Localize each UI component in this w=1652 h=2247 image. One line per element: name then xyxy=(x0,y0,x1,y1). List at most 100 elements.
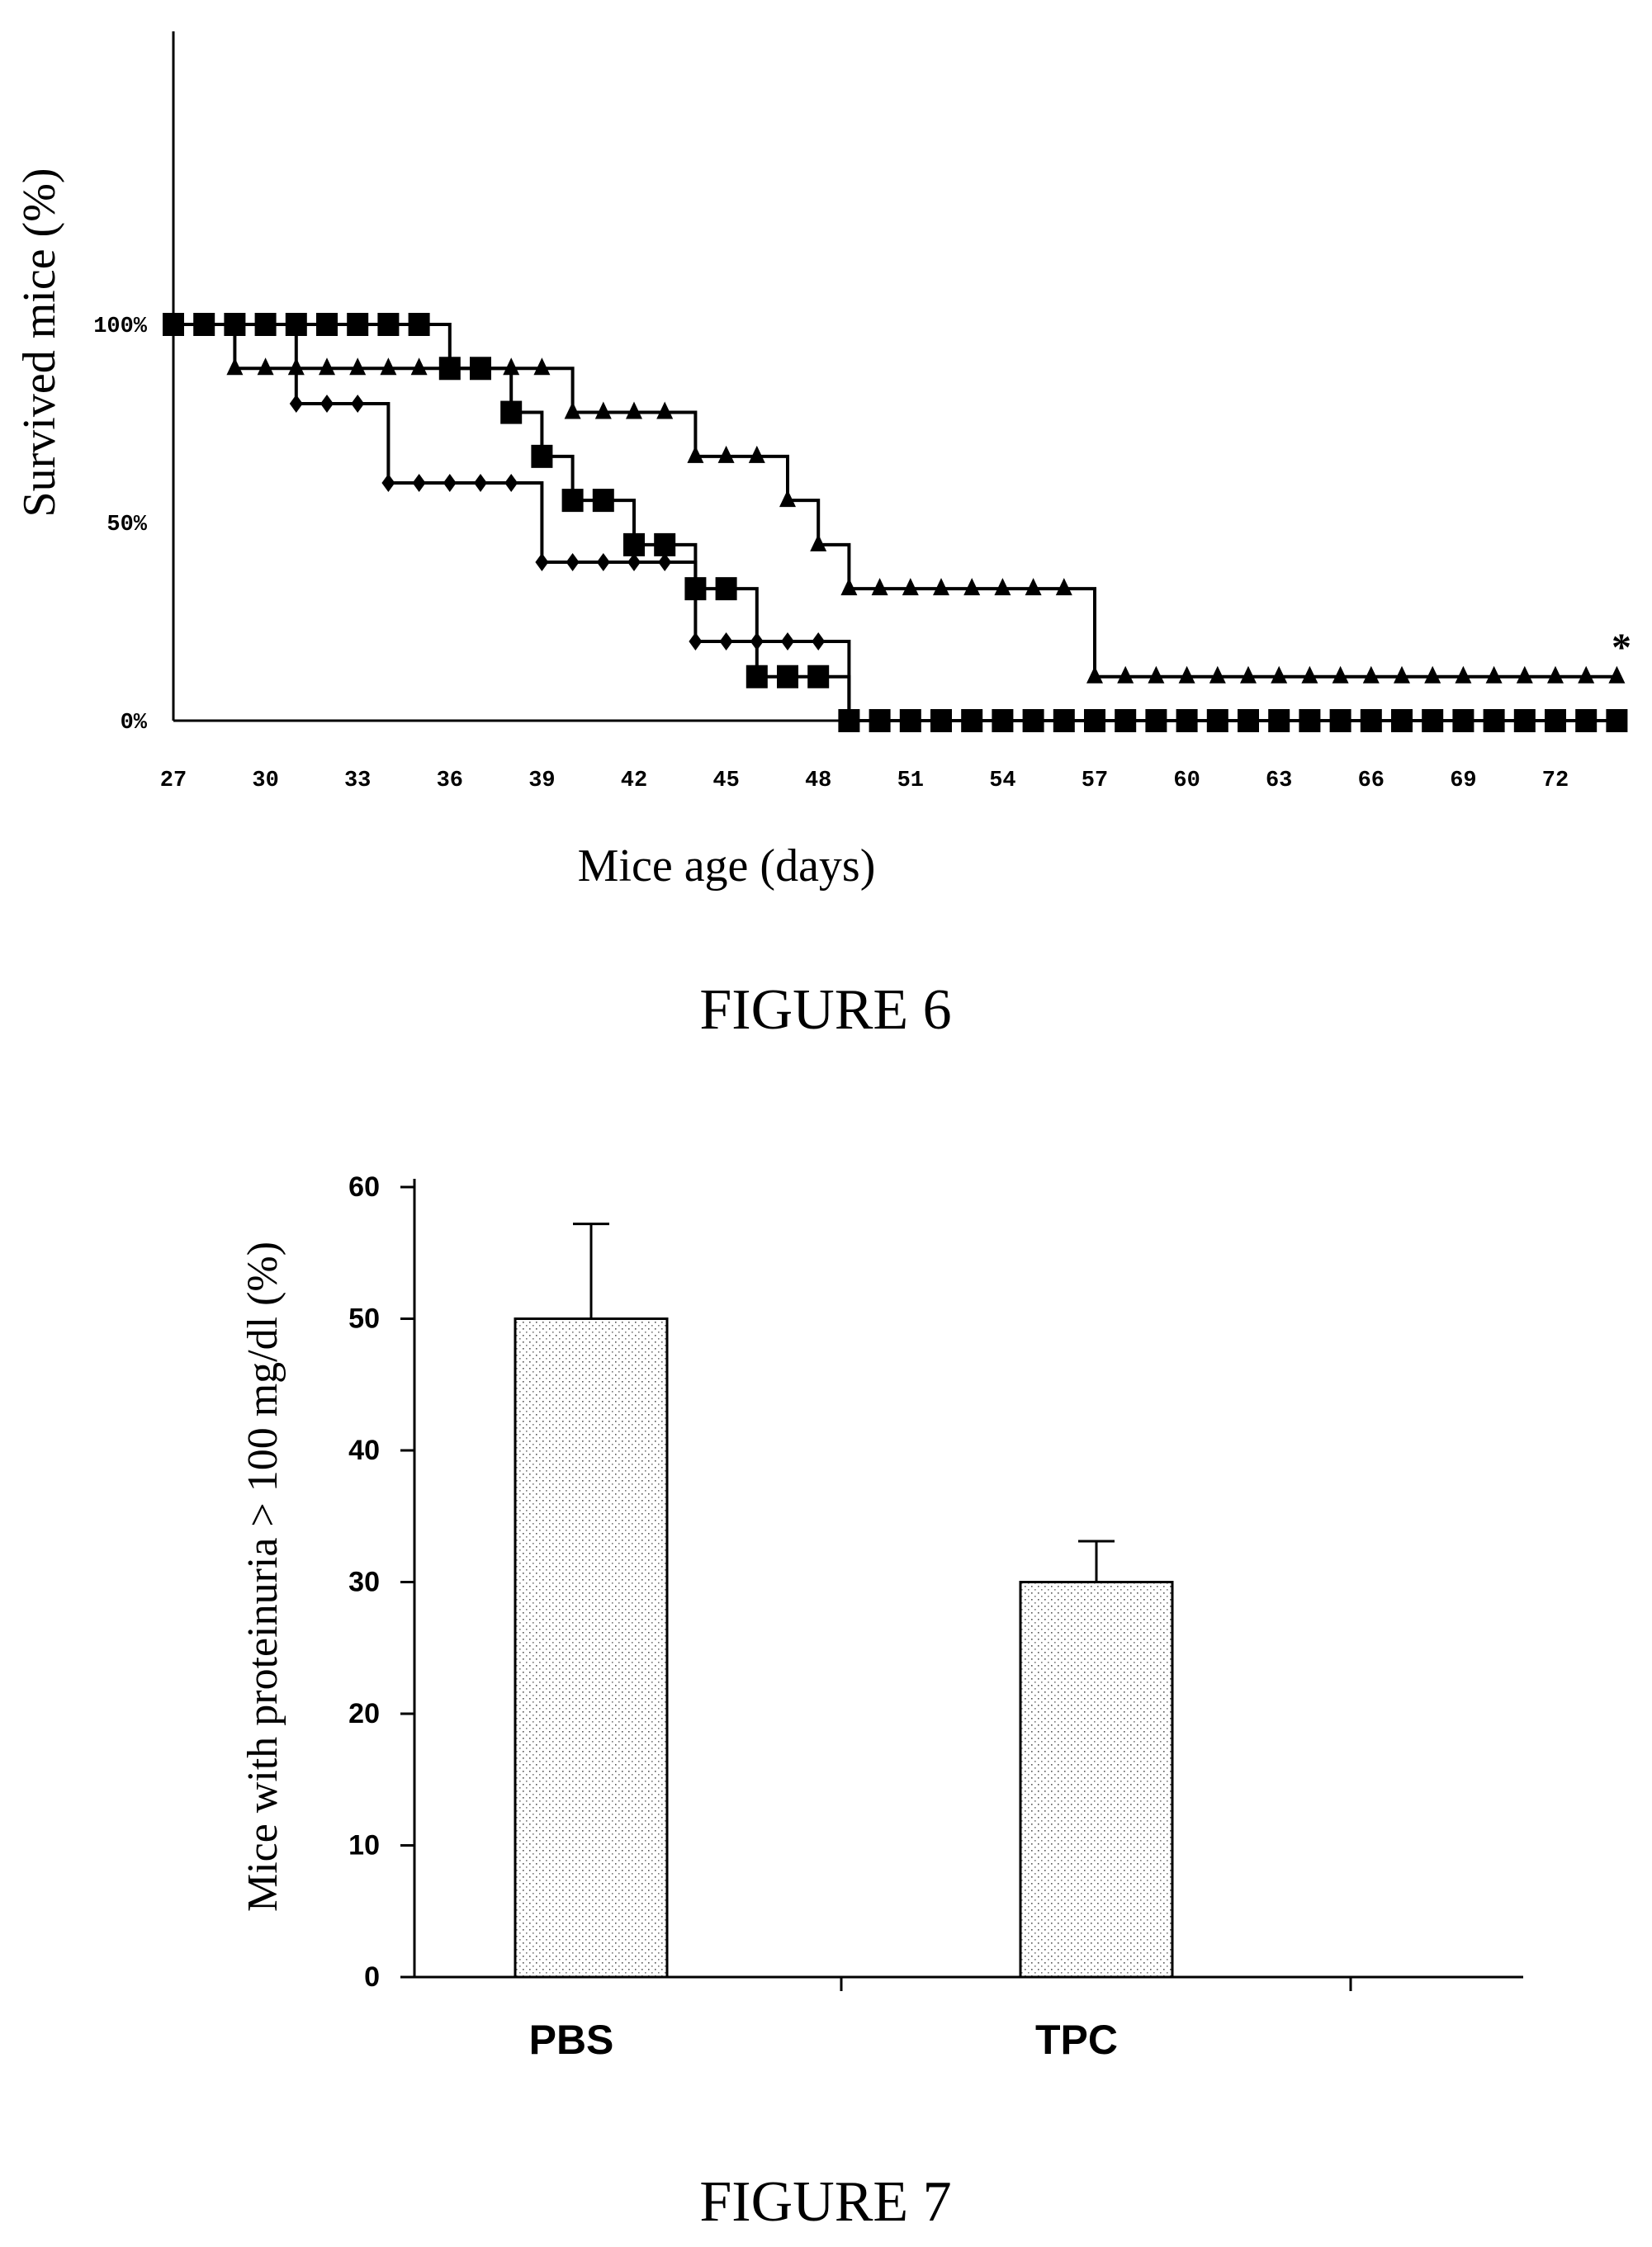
data-point-diamond xyxy=(474,474,487,492)
data-point-square xyxy=(838,709,860,732)
data-point-triangle xyxy=(810,533,827,551)
x-tick-labels: 27 30 33 36 39 42 45 48 51 54 57 60 63 66 69 72 xyxy=(160,769,1569,793)
data-point-square xyxy=(531,444,553,468)
significance-asterisk: * xyxy=(1612,626,1631,669)
data-point-triangle xyxy=(1086,665,1103,684)
data-point-diamond xyxy=(320,395,334,413)
data-point-triangle xyxy=(1424,665,1441,684)
data-point-square xyxy=(777,665,798,688)
survival-line xyxy=(173,323,1617,722)
data-point-triangle xyxy=(871,578,888,596)
x-tick-label: 63 xyxy=(1266,769,1292,793)
data-point-triangle xyxy=(963,578,981,596)
data-point-square xyxy=(1238,709,1259,732)
bar xyxy=(1019,1581,1174,1979)
bar-group-tpc: TPC xyxy=(1019,1540,1174,2063)
bars: PBS TPC xyxy=(514,1223,1174,2063)
x-tick-label: 33 xyxy=(344,769,371,793)
data-point-triangle xyxy=(779,490,796,508)
data-point-triangle xyxy=(1578,665,1595,684)
data-point-square xyxy=(930,709,952,732)
data-point-square xyxy=(1483,709,1505,732)
data-point-diamond xyxy=(289,395,303,413)
data-point-triangle xyxy=(1547,665,1564,684)
data-point-triangle xyxy=(1485,665,1503,684)
data-point-triangle xyxy=(441,357,458,376)
data-point-diamond xyxy=(812,632,826,650)
bar xyxy=(514,1317,669,1979)
data-point-triangle xyxy=(1362,665,1380,684)
y-tick-labels: 0% 50% 100% xyxy=(93,315,148,736)
data-point-square xyxy=(592,489,614,513)
data-point-square xyxy=(254,313,277,336)
data-point-triangle xyxy=(1055,578,1072,596)
y-tick-label: 50 xyxy=(348,1303,380,1335)
survival-chart: 0% 50% 100% 27 30 33 36 39 42 45 48 51 54 57 60 63 66 69… xyxy=(14,31,1631,892)
series-square xyxy=(163,313,1628,732)
survival-line xyxy=(173,323,1617,679)
data-point-triangle xyxy=(503,357,520,376)
x-tick-label: 57 xyxy=(1082,769,1108,793)
data-point-square xyxy=(869,709,891,732)
data-point-triangle xyxy=(933,578,949,596)
data-point-triangle xyxy=(656,401,674,419)
x-tick-label: 51 xyxy=(897,769,924,793)
data-point-triangle xyxy=(1332,665,1349,684)
data-point-diamond xyxy=(658,553,672,571)
data-point-square xyxy=(1606,709,1628,732)
data-point-triangle xyxy=(472,357,489,376)
data-point-diamond xyxy=(596,553,610,571)
data-point-square xyxy=(316,313,338,336)
proteinuria-bar-chart: 0 10 20 30 40 50 60 PBS TPC Mice with proteinur… xyxy=(239,1171,1523,2063)
data-point-diamond xyxy=(627,553,641,571)
data-point-triangle xyxy=(410,357,428,376)
data-point-square xyxy=(1329,709,1351,732)
data-point-triangle xyxy=(717,445,735,463)
x-tick-label: 42 xyxy=(621,769,647,793)
y-tick-label: 20 xyxy=(348,1698,380,1729)
y-tick-labels: 0 10 20 30 40 50 60 xyxy=(348,1171,414,1993)
y-tick-label: 10 xyxy=(348,1830,380,1861)
data-point-triangle xyxy=(533,357,551,376)
category-label: TPC xyxy=(1035,2017,1118,2063)
data-point-triangle xyxy=(626,401,642,419)
data-point-diamond xyxy=(381,474,395,492)
data-point-square xyxy=(899,709,921,732)
data-point-square xyxy=(561,489,584,513)
x-axis-label: Mice age (days) xyxy=(578,840,876,892)
data-point-diamond xyxy=(566,553,580,571)
data-point-square xyxy=(1422,709,1444,732)
data-point-triangle xyxy=(226,357,244,376)
y-tick-label: 50% xyxy=(107,513,147,537)
data-point-square xyxy=(347,313,369,336)
data-point-square xyxy=(746,665,768,688)
data-point-square xyxy=(684,577,707,601)
data-point-diamond xyxy=(535,553,549,571)
data-point-triangle xyxy=(287,357,305,376)
x-tick-label: 48 xyxy=(805,769,831,793)
data-point-triangle xyxy=(594,401,612,419)
data-point-triangle xyxy=(1301,665,1318,684)
data-point-square xyxy=(1176,709,1198,732)
data-point-triangle xyxy=(1148,665,1165,684)
data-point-square xyxy=(1299,709,1321,732)
data-point-triangle xyxy=(165,314,182,331)
x-tick-label: 69 xyxy=(1450,769,1476,793)
data-point-square xyxy=(1022,709,1044,732)
x-tick-label: 66 xyxy=(1358,769,1385,793)
data-point-triangle xyxy=(840,578,858,596)
x-tick-label: 54 xyxy=(989,769,1015,793)
data-point-square xyxy=(500,400,523,424)
data-point-square xyxy=(1452,709,1474,732)
data-point-square xyxy=(408,313,430,336)
data-point-triangle xyxy=(994,578,1011,596)
data-point-square xyxy=(992,709,1014,732)
y-tick-label: 0% xyxy=(121,711,148,736)
x-tick-label: 36 xyxy=(437,769,463,793)
data-point-triangle xyxy=(1516,665,1533,684)
data-point-square xyxy=(1053,709,1075,732)
x-tick-label: 45 xyxy=(712,769,739,793)
x-tick-label: 39 xyxy=(528,769,555,793)
data-point-triangle xyxy=(349,357,367,376)
